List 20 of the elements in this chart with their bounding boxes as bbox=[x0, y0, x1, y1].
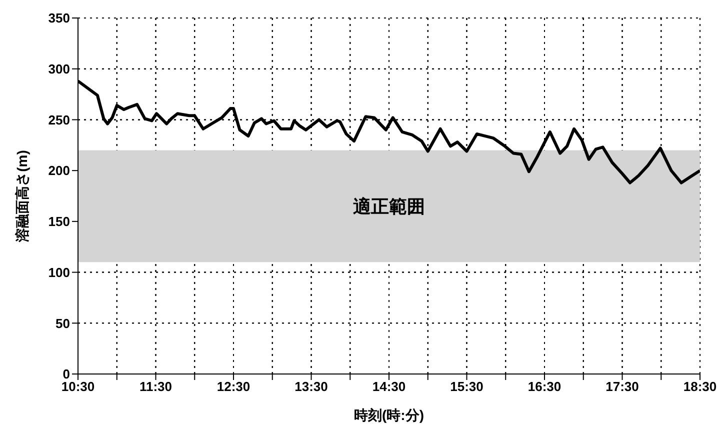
y-tick-label: 200 bbox=[48, 163, 70, 178]
x-tick-label: 11:30 bbox=[139, 379, 172, 394]
x-axis-title: 時刻(時:分) bbox=[354, 407, 424, 423]
y-tick-label: 350 bbox=[48, 10, 70, 26]
x-tick-label: 16:30 bbox=[528, 379, 562, 394]
x-tick-label: 12:30 bbox=[216, 379, 250, 394]
x-tick-label: 14:30 bbox=[372, 379, 406, 394]
band-label: 適正範囲 bbox=[353, 196, 425, 217]
y-tick-label: 50 bbox=[56, 316, 70, 331]
x-tick-label: 15:30 bbox=[450, 379, 484, 394]
y-tick-label: 250 bbox=[48, 112, 70, 128]
y-axis-title: 溶融面高さ(m) bbox=[14, 150, 30, 243]
y-tick-label: 150 bbox=[48, 214, 70, 230]
x-tick-label: 17:30 bbox=[606, 379, 639, 394]
y-tick-label: 100 bbox=[48, 264, 70, 280]
y-tick-label: 0 bbox=[62, 366, 70, 382]
y-tick-label: 300 bbox=[48, 61, 70, 76]
x-tick-label: 10:30 bbox=[61, 379, 95, 394]
x-tick-label: 18:30 bbox=[683, 379, 717, 394]
x-tick-label: 13:30 bbox=[294, 379, 328, 394]
